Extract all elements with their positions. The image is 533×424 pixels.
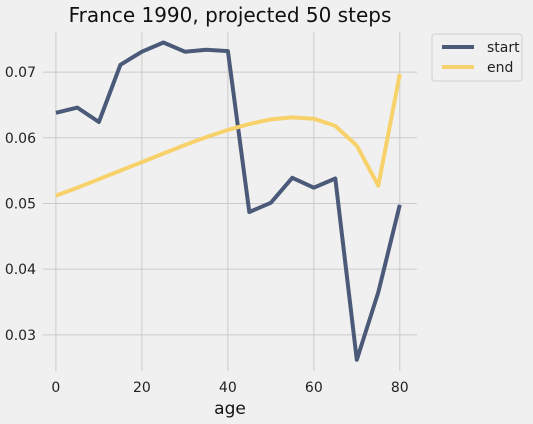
chart-title: France 1990, projected 50 steps: [69, 3, 392, 27]
series-line-end: [55, 73, 402, 198]
x-tick-label: 20: [133, 380, 151, 396]
x-tick-label: 80: [391, 380, 409, 396]
x-tick-label: 40: [219, 380, 237, 396]
series-line-start: [55, 40, 402, 362]
grid: [43, 32, 417, 371]
legend: start end: [431, 33, 523, 82]
x-tick-label: 60: [305, 380, 323, 396]
x-axis-title: age: [214, 399, 246, 419]
legend-label-start: start: [487, 40, 520, 56]
series-lines: [55, 40, 402, 362]
y-tick-label: 0.06: [5, 131, 36, 147]
y-tick-label: 0.05: [5, 196, 36, 212]
legend-label-end: end: [487, 60, 513, 76]
y-tick-label: 0.03: [5, 328, 36, 344]
y-tick-label: 0.07: [5, 65, 36, 81]
x-tick-label: 0: [51, 380, 60, 396]
tick-labels: 0 20 40 60 80 0.03 0.04 0.05 0.06 0.07: [5, 65, 409, 396]
y-tick-label: 0.04: [5, 262, 36, 278]
